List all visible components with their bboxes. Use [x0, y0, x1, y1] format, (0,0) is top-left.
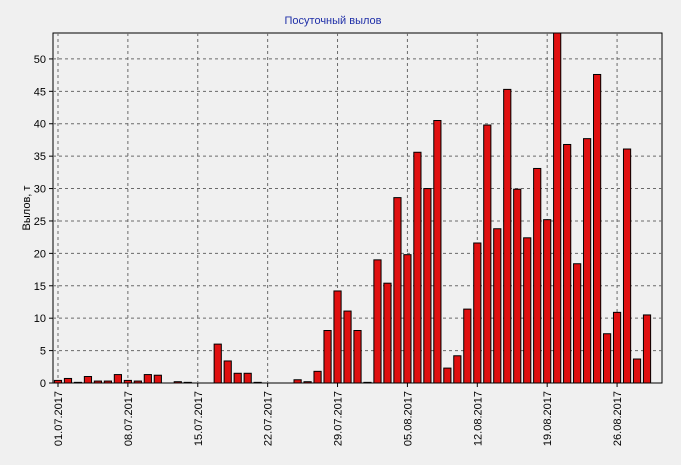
y-tick-label: 10 — [34, 313, 46, 325]
bar — [593, 73, 602, 384]
bar — [383, 282, 392, 384]
bar — [343, 310, 352, 384]
bar — [453, 355, 462, 384]
x-tick-label: 22.07.2017 — [263, 391, 275, 446]
bar — [483, 124, 492, 384]
x-tick-label: 29.07.2017 — [333, 391, 345, 446]
bar — [183, 381, 192, 384]
bar — [333, 290, 342, 384]
grid — [53, 33, 662, 383]
bar — [73, 381, 83, 384]
bar — [423, 188, 432, 384]
bar — [293, 379, 302, 384]
bar — [573, 263, 582, 384]
bar — [223, 360, 232, 384]
bar — [143, 374, 152, 384]
bar — [433, 120, 442, 384]
bar — [313, 370, 322, 384]
bar — [513, 188, 522, 384]
x-tick-label: 12.08.2017 — [472, 391, 484, 446]
bar — [393, 197, 402, 384]
bar — [133, 380, 142, 384]
bar — [563, 143, 572, 384]
y-tick-label: 25 — [34, 216, 46, 228]
bars — [53, 32, 652, 384]
bar — [173, 381, 182, 384]
y-tick-label: 5 — [40, 346, 46, 358]
bar — [553, 32, 562, 384]
y-tick-label: 50 — [34, 54, 46, 66]
bar — [503, 88, 512, 384]
bar — [473, 242, 482, 384]
bar — [413, 151, 422, 384]
x-tick-label: 08.07.2017 — [123, 391, 135, 446]
chart-title: Посуточный вылов — [285, 15, 382, 27]
bar — [642, 314, 652, 384]
bar — [533, 167, 542, 384]
bar — [93, 380, 103, 384]
bar — [353, 330, 362, 384]
bar — [523, 237, 532, 384]
bar — [153, 374, 162, 384]
x-tick-label: 26.08.2017 — [612, 391, 624, 446]
bar — [583, 138, 592, 384]
bar — [123, 379, 132, 384]
x-axis-ticks: 01.07.2017 08.07.2017 15.07.2017 22.07.2017… — [53, 383, 624, 446]
y-tick-label: 45 — [34, 86, 46, 98]
y-axis-ticks: 0 5 10 15 20 25 30 35 40 45 50 — [34, 54, 53, 390]
bar — [612, 311, 622, 384]
bar — [303, 381, 312, 384]
bar — [103, 380, 113, 384]
y-tick-label: 20 — [34, 248, 46, 260]
bar — [463, 308, 472, 384]
x-tick-label: 15.07.2017 — [193, 391, 205, 446]
y-axis-label: Вылов, т — [21, 186, 33, 231]
y-tick-label: 35 — [34, 151, 46, 163]
y-tick-label: 15 — [34, 281, 46, 293]
bar — [113, 374, 122, 384]
bar — [213, 343, 222, 384]
bar — [443, 367, 452, 384]
bar — [403, 254, 412, 384]
bar — [622, 148, 632, 384]
bar — [253, 381, 262, 384]
bar — [602, 333, 612, 384]
x-tick-label: 19.08.2017 — [542, 391, 554, 446]
bar — [543, 219, 552, 384]
bar — [493, 228, 502, 384]
y-tick-label: 40 — [34, 119, 46, 131]
y-tick-label: 0 — [40, 378, 46, 390]
x-tick-label: 05.08.2017 — [402, 391, 414, 446]
bar — [63, 377, 73, 384]
x-tick-label: 01.07.2017 — [53, 391, 65, 446]
bar — [323, 330, 332, 384]
bar — [373, 259, 382, 384]
bar — [83, 376, 93, 384]
bar — [363, 381, 372, 384]
bar — [243, 372, 252, 384]
bar — [233, 372, 242, 384]
bar — [53, 379, 63, 384]
bar — [632, 358, 642, 384]
y-tick-label: 30 — [34, 184, 46, 196]
